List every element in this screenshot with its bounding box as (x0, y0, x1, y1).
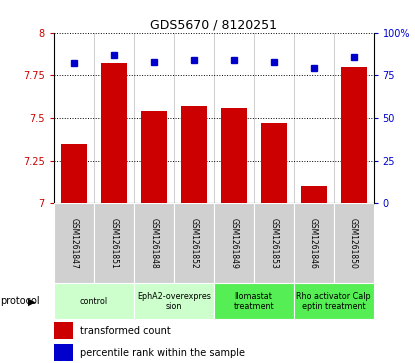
Bar (334, 203, 374, 283)
Bar (300, 186, 327, 203)
Bar (54, 203, 94, 283)
Bar (141, 111, 167, 203)
Bar (134, 283, 214, 319)
Bar (214, 203, 254, 283)
Text: GSM1261846: GSM1261846 (309, 218, 318, 269)
Bar (341, 67, 366, 203)
Text: control: control (80, 297, 108, 306)
Text: percentile rank within the sample: percentile rank within the sample (80, 347, 244, 358)
Bar (181, 106, 207, 203)
Bar (54, 322, 73, 339)
Text: Ilomastat
treatment: Ilomastat treatment (233, 291, 274, 311)
Bar (134, 203, 174, 283)
Bar (254, 203, 294, 283)
Bar (214, 283, 294, 319)
Bar (101, 64, 127, 203)
Bar (94, 203, 134, 283)
Bar (54, 344, 73, 361)
Text: GSM1261847: GSM1261847 (69, 218, 78, 269)
Bar (221, 108, 247, 203)
Text: GSM1261849: GSM1261849 (229, 218, 238, 269)
Text: GSM1261853: GSM1261853 (269, 218, 278, 269)
Title: GDS5670 / 8120251: GDS5670 / 8120251 (150, 19, 277, 32)
Bar (54, 283, 134, 319)
Bar (294, 283, 374, 319)
Text: Rho activator Calp
eptin treatment: Rho activator Calp eptin treatment (296, 291, 371, 311)
Text: GSM1261851: GSM1261851 (110, 218, 118, 269)
Text: GSM1261850: GSM1261850 (349, 218, 358, 269)
Bar (174, 203, 214, 283)
Text: EphA2-overexpres
sion: EphA2-overexpres sion (137, 291, 211, 311)
Text: GSM1261852: GSM1261852 (189, 218, 198, 269)
Bar (261, 123, 287, 203)
Text: protocol: protocol (0, 296, 40, 306)
Text: GSM1261848: GSM1261848 (149, 218, 158, 269)
Text: transformed count: transformed count (80, 326, 170, 336)
Text: ▶: ▶ (28, 296, 36, 306)
Bar (61, 144, 87, 203)
Bar (294, 203, 334, 283)
